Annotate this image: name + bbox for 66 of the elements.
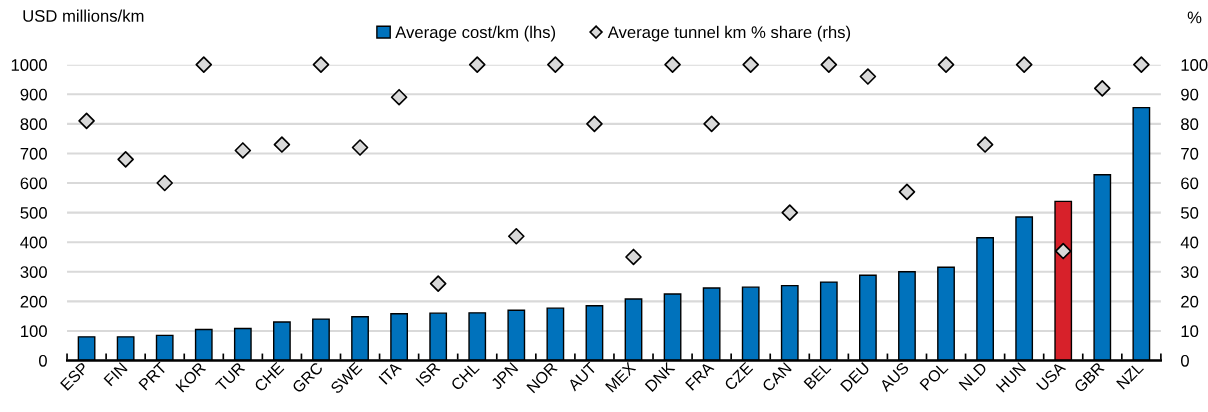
point [507,227,525,245]
x-tick-label: FIN [103,362,128,387]
y-tick-label: 400 [20,236,47,249]
point [78,112,95,130]
point [625,248,642,266]
point [312,56,330,73]
point [976,136,994,153]
x-tick-label: ITA [378,361,402,385]
point [1093,80,1111,97]
y2-axis-title: % [1187,11,1202,24]
point [586,115,603,133]
point [1015,56,1033,73]
point [351,139,369,156]
y2-tick-label: 30 [1180,266,1199,278]
y-axis-title: USD millions/km [23,9,144,22]
point [781,204,799,221]
x-tick-label: BEL [803,361,832,390]
point [117,151,134,168]
x-tick-label: ISR [415,361,441,387]
y-tick-label: 800 [20,118,47,131]
y2-tick-label: 90 [1181,88,1199,101]
point [429,275,447,292]
legend-label: Average tunnel km % share (rhs) [607,25,851,42]
legend-label: Average cost/km (lhs) [395,25,556,42]
y2-tick-label: 0 [1180,354,1189,367]
y-tick-label: 200 [20,295,47,308]
x-tick-label: NZL [1116,361,1144,390]
y2-tick-label: 60 [1181,177,1199,190]
point [703,115,720,133]
point [898,183,916,201]
point [937,56,955,73]
x-tick-label: USA [1035,361,1067,392]
x-tick-label: JPN [490,362,519,391]
point [742,56,760,73]
point [195,56,213,73]
y2-tick-label: 70 [1181,147,1199,160]
point [468,56,486,73]
point [859,68,877,85]
y-tick-label: 900 [20,88,47,101]
point [547,56,564,73]
x-tick-label: TUR [215,361,246,393]
point [390,88,408,106]
y2-tick-label: 20 [1181,295,1199,308]
y2-tick-label: 40 [1180,236,1199,249]
point [156,174,174,192]
x-tick-label: POL [919,361,949,391]
x-tick-label: FRA [685,361,715,391]
point [664,56,681,73]
y-tick-label: 0 [38,354,47,367]
y-tick-label: 300 [20,266,47,278]
y2-tick-label: 50 [1181,206,1199,219]
y2-tick-label: 80 [1181,118,1199,131]
y2-tick-label: 100 [1181,59,1208,71]
point [234,142,252,159]
point [1133,56,1150,73]
point [1054,242,1072,260]
y2-tick-label: 10 [1181,325,1199,338]
y-tick-label: 100 [21,325,47,338]
y-tick-label: 600 [20,177,47,190]
y-tick-label: 500 [20,206,47,219]
y-tick-label: 700 [20,147,47,160]
y-tick-label: 1000 [11,59,47,71]
x-tick-label: CZE [723,361,754,392]
point [273,136,291,153]
x-tick-label: CHL [450,361,480,392]
point [820,56,838,73]
